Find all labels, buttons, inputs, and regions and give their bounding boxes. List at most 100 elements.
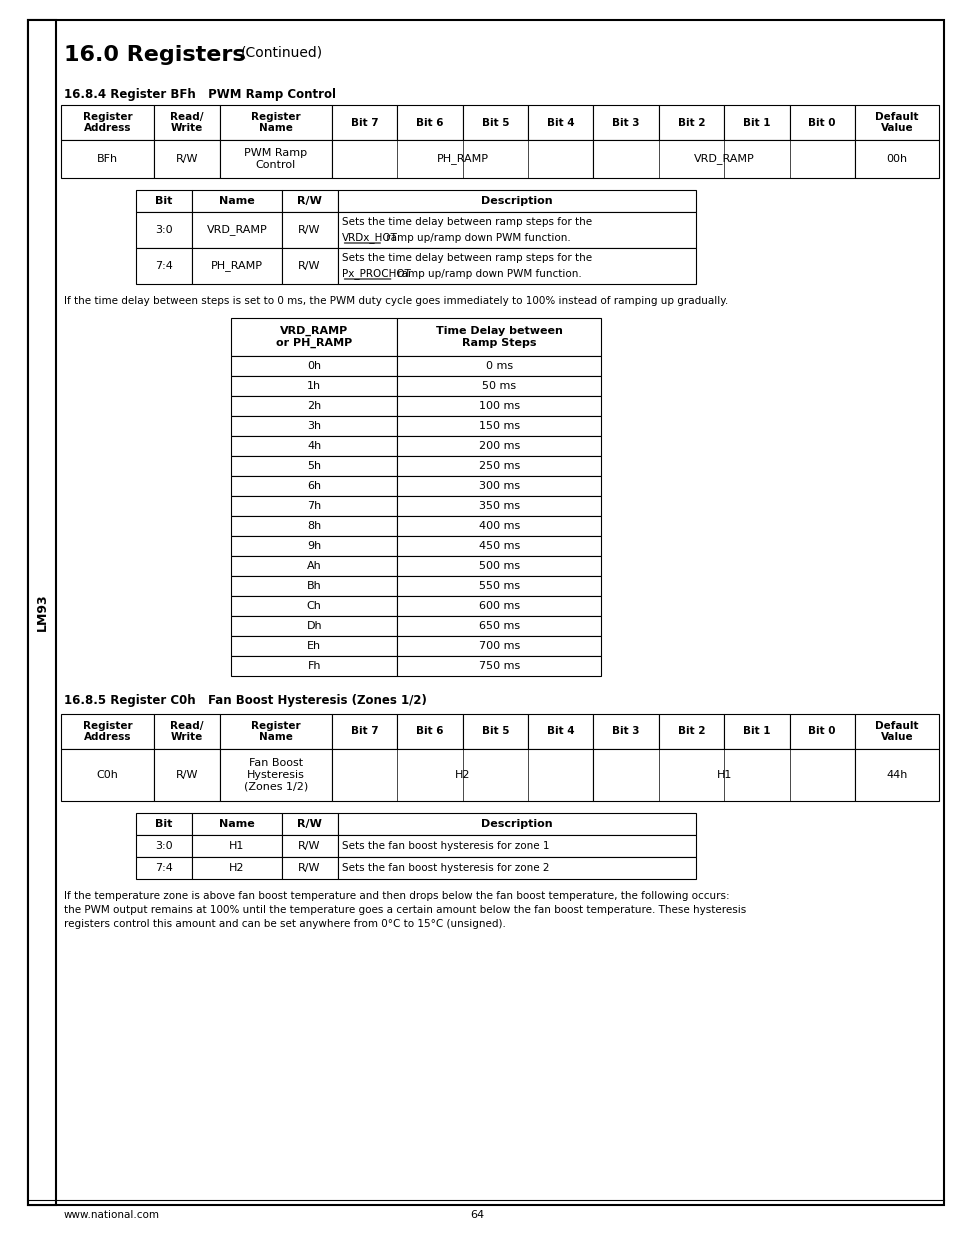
Bar: [397, 616, 600, 636]
Bar: [462, 714, 527, 748]
Text: Bit 5: Bit 5: [481, 726, 509, 736]
Bar: [154, 105, 219, 140]
Text: Bit: Bit: [155, 196, 172, 206]
Text: H2: H2: [229, 863, 244, 873]
Text: If the temperature zone is above fan boost temperature and then drops below the : If the temperature zone is above fan boo…: [64, 890, 729, 902]
Bar: [397, 656, 600, 676]
Bar: [192, 190, 281, 212]
Text: If the time delay between steps is set to 0 ms, the PWM duty cycle goes immediat: If the time delay between steps is set t…: [64, 296, 727, 306]
Bar: [281, 813, 337, 835]
Bar: [723, 105, 789, 140]
Bar: [397, 597, 600, 616]
Bar: [397, 576, 600, 597]
Text: R/W: R/W: [296, 819, 322, 829]
Bar: [397, 416, 600, 436]
Bar: [154, 714, 219, 748]
Bar: [281, 212, 337, 248]
Bar: [723, 714, 789, 748]
Text: Ch: Ch: [307, 601, 321, 611]
Text: 3:0: 3:0: [155, 841, 172, 851]
Text: PH_RAMP: PH_RAMP: [211, 261, 262, 272]
Bar: [61, 748, 154, 802]
Bar: [854, 714, 938, 748]
Bar: [231, 576, 397, 597]
Bar: [397, 356, 600, 375]
Text: Px_PROCHOT: Px_PROCHOT: [341, 268, 410, 279]
Bar: [28, 20, 56, 1205]
Bar: [659, 105, 723, 140]
Bar: [219, 105, 332, 140]
Bar: [397, 475, 600, 496]
Bar: [332, 140, 593, 178]
Bar: [231, 496, 397, 516]
Bar: [462, 105, 527, 140]
Text: Bit 6: Bit 6: [416, 726, 443, 736]
Text: 650 ms: 650 ms: [478, 621, 519, 631]
Bar: [231, 616, 397, 636]
Bar: [231, 356, 397, 375]
Text: Register
Address: Register Address: [83, 111, 132, 133]
Text: 64: 64: [470, 1210, 483, 1220]
Bar: [397, 496, 600, 516]
Bar: [231, 416, 397, 436]
Text: R/W: R/W: [298, 841, 320, 851]
Text: 550 ms: 550 ms: [478, 580, 519, 592]
Text: Name: Name: [218, 196, 254, 206]
Bar: [281, 857, 337, 879]
Text: PH_RAMP: PH_RAMP: [436, 153, 488, 164]
Text: Bit 2: Bit 2: [677, 117, 704, 127]
Bar: [219, 748, 332, 802]
Text: 9h: 9h: [307, 541, 321, 551]
Text: 8h: 8h: [307, 521, 321, 531]
Text: Sets the fan boost hysteresis for zone 2: Sets the fan boost hysteresis for zone 2: [341, 863, 549, 873]
Bar: [527, 105, 593, 140]
Bar: [231, 396, 397, 416]
Bar: [192, 857, 281, 879]
Bar: [789, 714, 854, 748]
Bar: [397, 636, 600, 656]
Text: Time Delay between
Ramp Steps: Time Delay between Ramp Steps: [436, 326, 562, 348]
Text: VRD_RAMP: VRD_RAMP: [206, 225, 267, 236]
Bar: [231, 656, 397, 676]
Text: Default
Value: Default Value: [874, 111, 918, 133]
Text: 300 ms: 300 ms: [478, 480, 519, 492]
Bar: [61, 140, 154, 178]
Bar: [332, 748, 593, 802]
Text: 150 ms: 150 ms: [478, 421, 519, 431]
Text: 5h: 5h: [307, 461, 321, 471]
Text: R/W: R/W: [296, 196, 322, 206]
Bar: [231, 375, 397, 396]
Text: Read/
Write: Read/ Write: [171, 111, 204, 133]
Text: R/W: R/W: [175, 154, 198, 164]
Text: Register
Address: Register Address: [83, 721, 132, 742]
Text: 600 ms: 600 ms: [478, 601, 519, 611]
Text: 7:4: 7:4: [155, 261, 172, 270]
Text: VRD_RAMP
or PH_RAMP: VRD_RAMP or PH_RAMP: [275, 326, 352, 348]
Text: 0h: 0h: [307, 361, 321, 370]
Bar: [854, 105, 938, 140]
Text: 16.8.4 Register BFh   PWM Ramp Control: 16.8.4 Register BFh PWM Ramp Control: [64, 88, 335, 101]
Bar: [136, 813, 192, 835]
Bar: [659, 714, 723, 748]
Text: Description: Description: [480, 819, 552, 829]
Bar: [136, 835, 192, 857]
Text: VRD_RAMP: VRD_RAMP: [693, 153, 754, 164]
Bar: [219, 140, 332, 178]
Text: 3:0: 3:0: [155, 225, 172, 235]
Bar: [281, 248, 337, 284]
Text: the PWM output remains at 100% until the temperature goes a certain amount below: the PWM output remains at 100% until the…: [64, 905, 745, 915]
Bar: [397, 516, 600, 536]
Text: Bit 4: Bit 4: [546, 726, 574, 736]
Bar: [192, 248, 281, 284]
Bar: [136, 212, 192, 248]
Text: R/W: R/W: [175, 769, 198, 781]
Text: 2h: 2h: [307, 401, 321, 411]
Bar: [593, 140, 854, 178]
Text: Sets the time delay between ramp steps for the: Sets the time delay between ramp steps f…: [341, 217, 591, 227]
Text: H2: H2: [455, 769, 470, 781]
Text: Bit 7: Bit 7: [351, 117, 378, 127]
Bar: [397, 456, 600, 475]
Bar: [337, 248, 696, 284]
Bar: [593, 105, 659, 140]
Bar: [397, 436, 600, 456]
